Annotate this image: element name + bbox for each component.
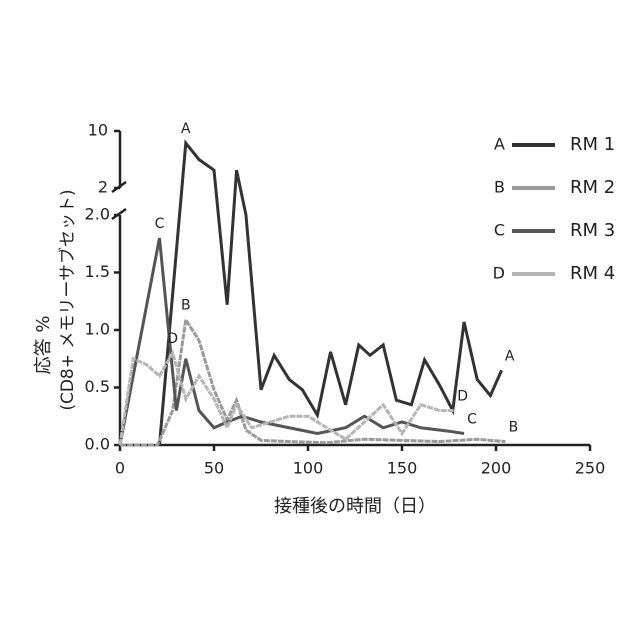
- x-tick-label: 50: [204, 459, 224, 478]
- y-tick-label: 2.0: [85, 205, 110, 224]
- chart: 接種後の時間（日） 応答 % (CD8+ メモリーサブセット) 0 50 100 15…: [0, 0, 640, 640]
- series-line: [120, 353, 455, 445]
- legend-label: RM 2: [570, 177, 615, 198]
- y-axis-label: 応答 %: [33, 316, 54, 375]
- series-line: [159, 143, 501, 445]
- x-axis-label: 接種後の時間（日）: [274, 496, 436, 517]
- x-tick-label: 200: [481, 459, 512, 478]
- legend-letter: B: [494, 178, 505, 197]
- y-axis-label: (CD8+ メモリーサブセット): [57, 189, 78, 410]
- x-tick-label: 150: [387, 459, 418, 478]
- legend-label: RM 3: [570, 220, 615, 241]
- x-tick-label: 250: [575, 459, 606, 478]
- curve-label: A: [181, 121, 191, 137]
- y-tick-label: 2: [98, 178, 108, 197]
- y-tick-label: 10: [88, 121, 108, 140]
- y-tick-label: 0.0: [85, 435, 110, 454]
- legend-letter: D: [493, 264, 505, 283]
- legend-letter: C: [494, 221, 505, 240]
- curve-label: B: [181, 298, 191, 314]
- x-tick-label: 0: [115, 459, 125, 478]
- y-tick-label: 0.5: [85, 377, 110, 396]
- curve-label: B: [509, 420, 519, 436]
- curve-label: D: [167, 331, 178, 347]
- legend-label: RM 1: [570, 134, 615, 155]
- curve-label: C: [155, 216, 165, 232]
- curve-label: C: [467, 412, 477, 428]
- legend-letter: A: [494, 135, 505, 154]
- y-tick-label: 1.0: [85, 320, 110, 339]
- legend-label: RM 4: [570, 263, 615, 284]
- y-tick-label: 1.5: [85, 262, 110, 281]
- curve-label: A: [505, 348, 515, 364]
- x-tick-label: 100: [293, 459, 324, 478]
- curve-label: D: [457, 389, 468, 405]
